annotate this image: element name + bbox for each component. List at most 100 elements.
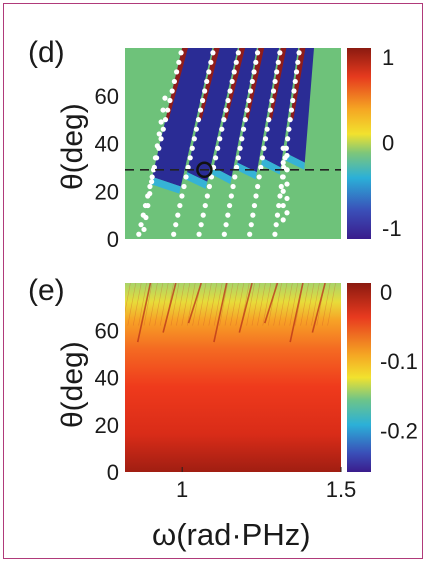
dot: [202, 202, 208, 209]
dot: [284, 195, 290, 202]
dot: [232, 174, 238, 180]
dot: [227, 88, 233, 94]
dot: [204, 193, 210, 199]
dot: [284, 181, 290, 187]
dot: [248, 222, 254, 228]
dot: [295, 59, 301, 65]
dot: [277, 193, 283, 199]
dot: [179, 193, 185, 199]
dot: [280, 174, 286, 180]
dot: [187, 155, 193, 161]
dot: [181, 183, 187, 190]
dot: [284, 152, 290, 159]
texture-line: [125, 283, 131, 314]
dot: [280, 202, 286, 209]
dot: [215, 145, 221, 151]
dot: [254, 50, 261, 56]
texture-line: [219, 283, 228, 326]
texture-line: [300, 283, 309, 326]
y-tick-label: 0: [107, 227, 119, 252]
dot: [251, 69, 257, 75]
texture-line: [289, 283, 299, 326]
panel-d-dots: [136, 50, 302, 237]
dot: [143, 214, 149, 221]
dot: [228, 193, 234, 199]
band-blue: [285, 48, 314, 163]
texture-line: [208, 283, 218, 326]
texture-line: [192, 283, 201, 326]
dot: [173, 222, 179, 228]
dot: [293, 69, 300, 75]
dot: [280, 160, 286, 166]
texture-line: [138, 283, 147, 326]
dot: [274, 212, 281, 218]
streak: [187, 283, 202, 324]
dot: [174, 69, 180, 75]
band-cyan: [150, 176, 181, 194]
dot: [191, 136, 197, 142]
colorbar-tick-label: -0.2: [380, 418, 418, 443]
panel-d-label: (d): [28, 36, 65, 69]
texture-line: [149, 283, 158, 326]
dot: [160, 107, 166, 113]
dot: [162, 95, 168, 101]
streak: [162, 283, 177, 333]
dot: [193, 126, 199, 132]
streak: [264, 283, 279, 324]
panel-e-x-ticks: 1 1.5: [176, 467, 356, 502]
dot: [147, 191, 153, 197]
y-tick-label: 40: [95, 366, 119, 391]
figure-frame: [3, 3, 423, 559]
dot: [261, 145, 267, 151]
panel-e-plot-area: [125, 283, 341, 472]
x-tick-label: 1: [176, 477, 188, 502]
dot: [296, 50, 302, 56]
dot: [176, 59, 182, 65]
y-tick-label: 40: [95, 132, 119, 157]
dot: [256, 174, 262, 180]
band-blue: [237, 48, 280, 173]
dot: [253, 59, 259, 65]
dot: [204, 78, 210, 85]
y-tick-label: 0: [107, 460, 119, 485]
dot: [244, 107, 250, 113]
panel-d-y-ticks: 0 20 40 60: [95, 84, 119, 252]
panel-e-colorbar-ticks: 0 -0.1 -0.2: [380, 280, 418, 443]
texture-line: [251, 283, 261, 326]
dot: [171, 78, 177, 85]
texture-line: [311, 283, 320, 326]
dot: [285, 136, 291, 142]
texture-line: [181, 283, 191, 326]
dot: [225, 212, 231, 218]
dot: [239, 136, 245, 142]
dot: [262, 136, 269, 142]
texture-line: [321, 283, 331, 326]
dot: [247, 231, 253, 237]
band-cyan: [284, 153, 305, 170]
dot: [288, 107, 295, 113]
texture-line: [273, 283, 282, 326]
dot: [286, 126, 292, 132]
panel-e-y-ticks: 0 20 40 60: [95, 318, 119, 485]
dot: [267, 107, 273, 113]
dot: [230, 183, 236, 190]
dot: [149, 174, 155, 180]
band-cyan: [236, 162, 257, 180]
dot: [270, 88, 277, 94]
dot: [156, 131, 162, 137]
dot: [152, 155, 159, 161]
texture-line: [127, 283, 137, 326]
dot: [223, 107, 229, 113]
dot: [221, 231, 227, 237]
dot: [274, 69, 280, 75]
texture-line: [316, 283, 326, 326]
dot: [200, 212, 206, 218]
panel-e-ylabel: θ(deg): [56, 341, 89, 428]
dot: [242, 117, 248, 123]
dot: [291, 88, 297, 94]
texture-line: [159, 283, 169, 326]
dot: [229, 78, 235, 85]
dot: [250, 212, 256, 218]
